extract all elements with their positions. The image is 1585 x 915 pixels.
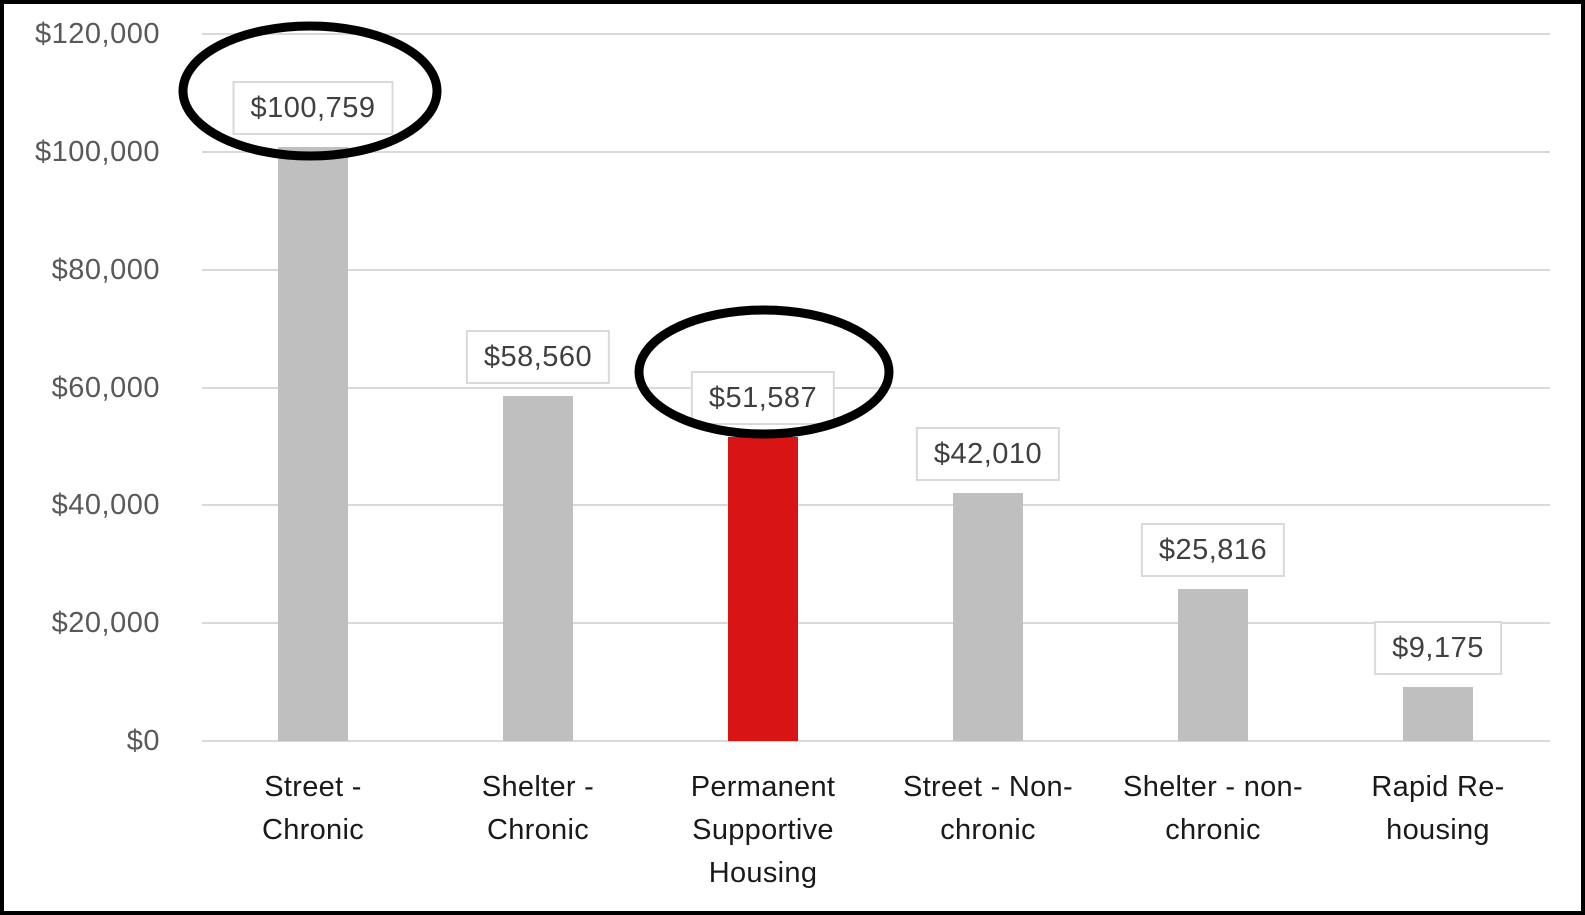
y-axis-tick-120-000: $120,000	[35, 18, 160, 50]
y-axis-tick-100-000: $100,000	[35, 135, 160, 168]
data-label-shelter-non-chronic: $25,816	[1140, 523, 1286, 577]
x-axis-label-permanent-supportive-housing: Permanent Supportive Housing	[690, 771, 836, 889]
gridline-60-000	[202, 386, 1550, 389]
bar-rapid-re-housing	[1403, 687, 1473, 741]
gridline-120-000	[202, 33, 1550, 35]
gridline-40-000	[202, 504, 1550, 507]
bar-chart: $120,000 $100,000 $80,000 $60,000 $40,000 $20…	[4, 4, 1581, 911]
data-label-street-chronic: $100,759	[232, 81, 394, 135]
data-label-rapid-re-housing: $9,175	[1374, 621, 1502, 675]
annotation-circle-1	[178, 21, 442, 161]
bar-shelter-non-chronic	[1178, 589, 1248, 741]
annotation-circle-2	[634, 305, 894, 439]
x-axis-label-street-chronic: Street - Chronic	[261, 771, 365, 846]
data-label-permanent-supportive-housing: $51,587	[690, 371, 836, 425]
gridline-80-000	[202, 268, 1550, 271]
gridline-0	[202, 740, 1550, 742]
y-axis-tick-60-000: $60,000	[51, 371, 160, 404]
gridline-100-000	[202, 150, 1550, 153]
x-axis-label-street-non-chronic: Street - Non- chronic	[903, 771, 1073, 846]
gridline-20-000	[202, 622, 1550, 625]
x-axis-label-shelter-non-chronic: Shelter - non- chronic	[1123, 771, 1303, 846]
y-axis-tick-40-000: $40,000	[51, 489, 160, 522]
x-axis-label-shelter-chronic: Shelter - Chronic	[481, 771, 595, 846]
bar-shelter-chronic	[503, 396, 573, 741]
data-label-street-non-chronic: $42,010	[915, 427, 1061, 481]
data-label-shelter-chronic: $58,560	[465, 330, 611, 384]
bar-street-chronic	[278, 147, 348, 741]
x-axis-label-rapid-re-housing: Rapid Re- housing	[1371, 771, 1505, 846]
y-axis-tick-0: $0	[126, 725, 160, 757]
bar-permanent-supportive-housing	[728, 437, 798, 741]
y-axis-tick-20-000: $20,000	[51, 607, 160, 640]
y-axis-tick-80-000: $80,000	[51, 253, 160, 286]
bar-street-non-chronic	[953, 493, 1023, 741]
